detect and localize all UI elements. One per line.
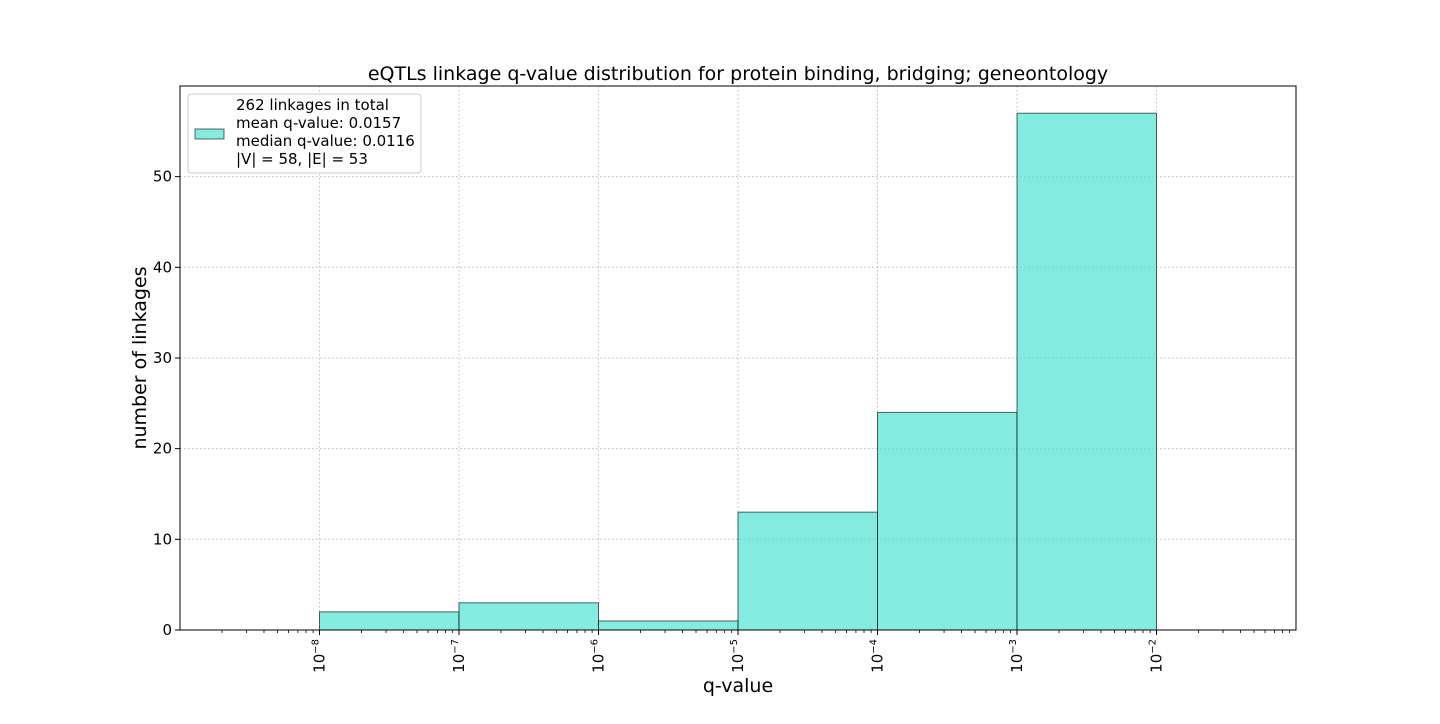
histogram-bar bbox=[737, 511, 878, 631]
histogram-bar bbox=[598, 620, 739, 631]
x-tick-label: 10−6 bbox=[590, 639, 608, 673]
x-axis-label: q-value bbox=[703, 675, 773, 697]
x-tick-label: 10−4 bbox=[869, 639, 887, 673]
legend-line: median q-value: 0.0116 bbox=[236, 132, 415, 150]
legend-swatch bbox=[194, 128, 225, 140]
ticks-layer: 0 10 20 30 40 50 10−8 10−7 10−6 10−5 10−4 10−3 10−2 bbox=[153, 168, 1291, 673]
x-tick-label: 10−3 bbox=[1008, 639, 1026, 673]
y-tick-label: 10 bbox=[153, 530, 172, 548]
histogram-bar bbox=[1016, 112, 1157, 631]
y-tick-label: 30 bbox=[153, 349, 172, 367]
y-tick-label: 0 bbox=[162, 621, 172, 639]
y-tick-label: 20 bbox=[153, 440, 172, 458]
legend-line: |V| = 58, |E| = 53 bbox=[236, 150, 368, 168]
x-tick-label: 10−2 bbox=[1148, 639, 1166, 673]
legend-box bbox=[187, 93, 422, 174]
legend-line: 262 linkages in total bbox=[236, 96, 389, 114]
chart-title: eQTLs linkage q-value distribution for p… bbox=[368, 63, 1108, 85]
histogram-bar bbox=[877, 411, 1018, 631]
y-tick-label: 50 bbox=[153, 168, 172, 186]
bars-layer bbox=[319, 112, 1157, 631]
x-tick-label: 10−5 bbox=[729, 639, 747, 673]
histogram-bar bbox=[319, 611, 460, 631]
x-tick-label: 10−8 bbox=[311, 639, 329, 673]
legend-line: mean q-value: 0.0157 bbox=[236, 114, 401, 132]
y-tick-label: 40 bbox=[153, 258, 172, 276]
histogram-bar bbox=[458, 602, 599, 631]
x-tick-label: 10−7 bbox=[450, 639, 468, 673]
y-axis-label: number of linkages bbox=[129, 266, 151, 449]
